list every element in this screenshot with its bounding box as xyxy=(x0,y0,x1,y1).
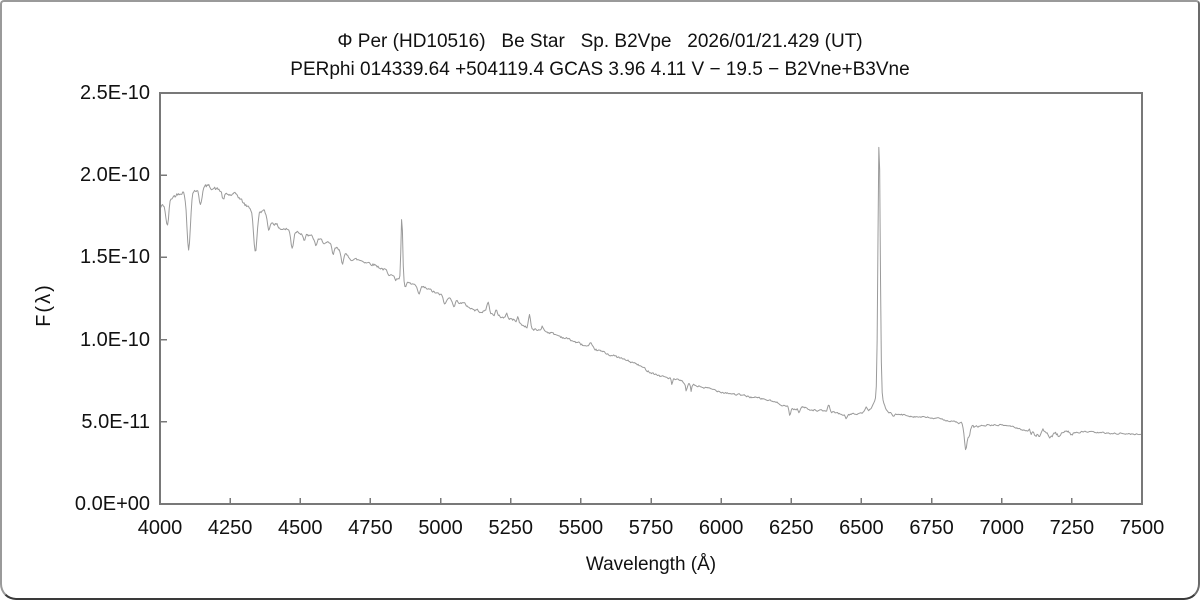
x-tick-label: 5500 xyxy=(558,517,604,539)
x-tick-label: 6750 xyxy=(909,517,954,539)
axis-tick-marks xyxy=(159,92,1143,505)
x-tick-label: 5250 xyxy=(488,517,533,539)
x-tick-label: 4500 xyxy=(278,517,323,539)
y-tick-label: 2.5E-10 xyxy=(79,82,150,104)
y-tick-label: 1.0E-10 xyxy=(79,328,150,351)
x-tick-label: 4250 xyxy=(207,517,253,539)
x-tick-label: 7500 xyxy=(1119,517,1165,539)
x-tick-label: 4750 xyxy=(348,517,393,539)
chart-title-line-1: Φ Per (HD10516) Be Star Sp. B2Vpe 2026/0… xyxy=(337,31,863,52)
plot-frame xyxy=(159,92,1143,505)
x-tick-label: 6250 xyxy=(769,517,814,539)
x-tick-label: 6000 xyxy=(698,517,744,539)
y-tick-label: 0.0E+00 xyxy=(74,493,150,515)
x-tick-label: 7250 xyxy=(1049,517,1095,539)
chart-title-line-2: PERphi 014339.64 +504119.4 GCAS 3.96 4.1… xyxy=(290,59,910,80)
x-tick-label: 5000 xyxy=(418,517,463,539)
y-tick-label: 5.0E-11 xyxy=(81,410,150,433)
x-tick-label: 7000 xyxy=(979,517,1024,539)
y-tick-label: 2.0E-10 xyxy=(79,164,150,187)
spectrum-line xyxy=(161,146,1141,451)
y-tick-label: 1.5E-10 xyxy=(79,246,150,269)
x-axis-label: Wavelength (Å) xyxy=(585,554,717,575)
x-tick-label: 5750 xyxy=(628,517,674,539)
x-tick-label: 6500 xyxy=(839,517,884,539)
x-tick-label: 4000 xyxy=(137,517,183,539)
